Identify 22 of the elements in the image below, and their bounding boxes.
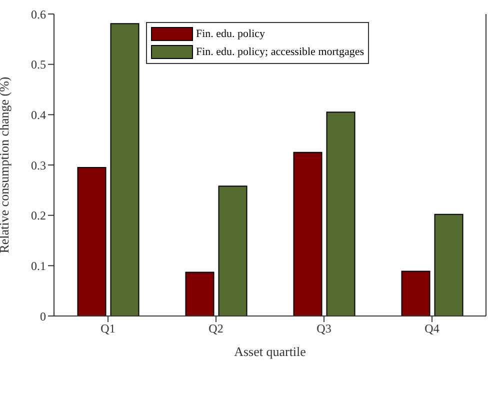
y-tick-label: 0 <box>40 309 46 324</box>
legend-label: Fin. edu. policy <box>196 28 266 40</box>
y-tick-label: 0.1 <box>31 258 46 273</box>
bar <box>434 214 464 316</box>
bar <box>293 152 322 316</box>
bar <box>185 272 214 316</box>
x-tick-label: Q4 <box>424 322 440 336</box>
y-tick-label: 0.6 <box>31 7 46 22</box>
bar <box>401 270 430 316</box>
x-tick-label: Q2 <box>208 322 224 336</box>
y-tick-label: 0.4 <box>31 108 46 122</box>
x-axis-title: Asset quartile <box>234 344 306 359</box>
bar <box>77 167 106 316</box>
legend-label: Fin. edu. policy; accessible mortgages <box>196 46 364 58</box>
x-tick-label: Q1 <box>100 322 116 336</box>
bar <box>110 23 140 316</box>
bar <box>218 186 248 316</box>
bar <box>326 112 356 316</box>
x-tick-label: Q3 <box>316 322 332 336</box>
y-tick-label: 0.2 <box>31 208 46 223</box>
y-tick-label: 0.3 <box>31 158 46 172</box>
y-tick-label: 0.5 <box>31 58 46 72</box>
